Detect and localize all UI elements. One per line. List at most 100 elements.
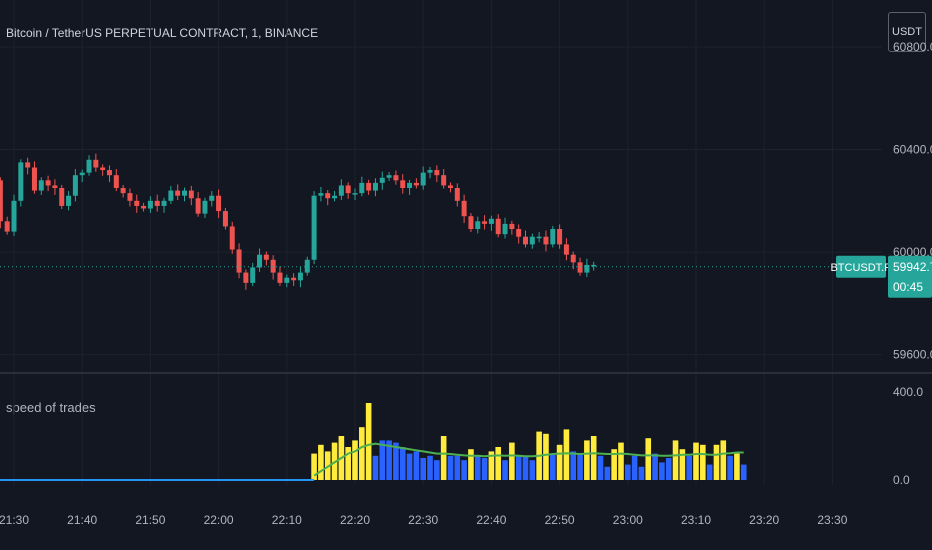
candle-body <box>277 272 283 283</box>
candle-body <box>577 262 583 273</box>
candle-body <box>461 200 467 217</box>
volume-bar <box>604 466 611 480</box>
candle-body <box>352 193 358 195</box>
candle-body <box>563 244 569 255</box>
time-tick-label: 21:50 <box>135 513 165 527</box>
candle-body <box>154 200 160 206</box>
volume-bar <box>454 455 461 480</box>
volume-bar <box>584 440 590 480</box>
candle-body <box>66 195 72 206</box>
volume-bar <box>515 455 522 480</box>
time-tick-label: 21:40 <box>67 513 97 527</box>
candle <box>407 179 413 195</box>
volume-bar <box>529 460 536 480</box>
candle-body <box>38 180 44 191</box>
candle <box>591 261 597 271</box>
time-tick-label: 22:00 <box>204 513 234 527</box>
candle <box>366 179 372 195</box>
volume-bars-series <box>311 403 747 480</box>
candle <box>563 238 569 261</box>
volume-bar <box>672 440 679 480</box>
candle-body <box>297 272 303 281</box>
candle-body <box>257 254 263 268</box>
candle <box>447 182 453 193</box>
volume-bar <box>727 455 733 480</box>
volume-bar <box>659 462 665 480</box>
indicator-label: speed of trades <box>6 400 96 415</box>
candle-body <box>495 218 501 235</box>
candle <box>345 182 351 199</box>
candle-body <box>523 236 528 245</box>
candle <box>175 184 181 201</box>
price-tick-label: 60000.0 <box>893 245 932 259</box>
candle-body <box>45 180 51 186</box>
candle <box>18 159 24 207</box>
volume-bar <box>597 455 604 480</box>
candle-body <box>420 172 426 186</box>
candle-body <box>536 236 542 239</box>
candle-body <box>0 180 3 222</box>
candle <box>45 175 51 192</box>
candle <box>66 191 72 211</box>
candle <box>93 153 99 172</box>
candle <box>134 194 140 213</box>
candle-body <box>366 182 372 191</box>
candle-body <box>175 190 181 196</box>
candle <box>441 169 447 189</box>
time-tick-label: 23:20 <box>749 513 779 527</box>
candle-body <box>284 277 290 283</box>
volume-bar <box>522 455 529 480</box>
countdown-tag: 00:45 <box>893 280 923 294</box>
candle-body <box>182 190 187 196</box>
candle <box>202 197 208 218</box>
candle-body <box>100 167 106 171</box>
volume-bar <box>734 453 740 480</box>
candle-body <box>86 159 92 173</box>
candle-body <box>372 182 378 191</box>
candle-body <box>386 175 392 178</box>
candle <box>11 194 17 236</box>
time-tick-label: 23:30 <box>817 513 847 527</box>
candle <box>502 217 508 239</box>
candle-body <box>434 170 440 176</box>
volume-bar <box>631 455 638 480</box>
volume-bar <box>440 436 447 480</box>
candle <box>372 178 378 197</box>
candle-body <box>31 167 37 191</box>
candle-body <box>236 249 242 273</box>
candle-body <box>359 182 365 194</box>
volume-bar <box>365 403 372 480</box>
candle-body <box>141 205 147 209</box>
candle <box>536 232 542 243</box>
candle <box>243 269 249 290</box>
candle-body <box>550 229 556 245</box>
volume-bar <box>461 460 467 480</box>
candle <box>557 224 563 249</box>
volume-bar <box>481 458 488 480</box>
candle-body <box>25 162 31 168</box>
candle-body <box>557 229 563 245</box>
volume-bar <box>318 444 324 480</box>
candle <box>86 155 92 176</box>
candle <box>454 183 460 207</box>
currency-unit-button[interactable]: USDT <box>888 12 926 52</box>
candle <box>304 256 310 276</box>
candle-body <box>509 223 515 230</box>
candle <box>38 177 44 195</box>
candle-body <box>202 200 208 214</box>
candle-body <box>400 180 406 188</box>
candle-body <box>379 177 385 183</box>
candle <box>311 191 317 265</box>
candle-body <box>338 185 344 196</box>
candle <box>0 177 3 229</box>
indicator-tick-label: 400.0 <box>893 385 923 399</box>
candle-body <box>93 159 99 168</box>
candle <box>468 213 474 233</box>
candle-body <box>413 182 419 186</box>
candle <box>182 187 187 202</box>
candle-body <box>393 175 399 181</box>
volume-bar <box>577 453 583 480</box>
candle <box>352 188 358 201</box>
price-tick-label: 60800.0 <box>893 40 932 54</box>
